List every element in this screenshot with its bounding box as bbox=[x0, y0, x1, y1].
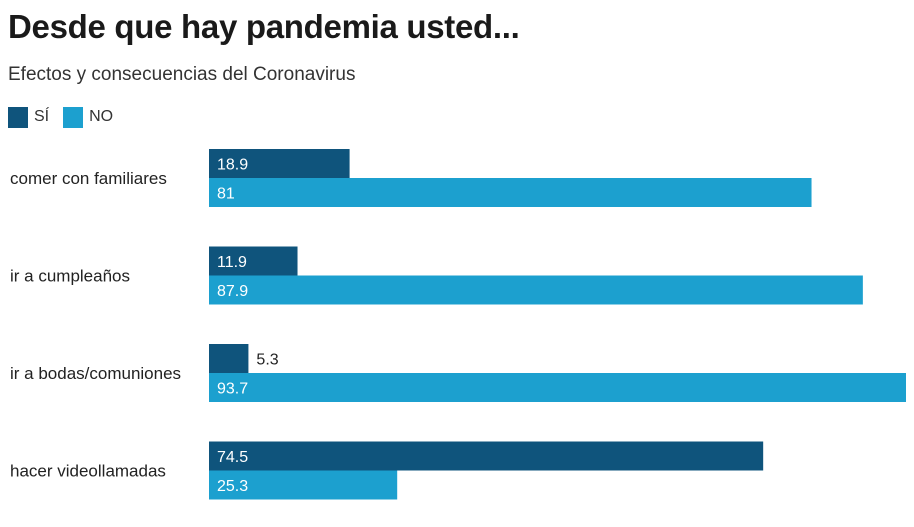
chart-subtitle: Efectos y consecuencias del Coronavirus bbox=[8, 64, 356, 85]
legend-item-si: SÍ bbox=[8, 106, 50, 128]
data-label-no: 93.7 bbox=[217, 381, 248, 398]
data-label-si: 5.3 bbox=[256, 352, 278, 369]
category-label: hacer videollamadas bbox=[10, 462, 166, 481]
data-label-no: 25.3 bbox=[217, 478, 248, 495]
bar-si bbox=[209, 246, 298, 276]
bar-si bbox=[209, 149, 350, 178]
bar-si bbox=[209, 441, 764, 471]
legend-swatch-si bbox=[8, 106, 28, 128]
data-label-si: 11.9 bbox=[217, 254, 247, 271]
category-label: ir a cumpleaños bbox=[10, 267, 130, 286]
data-label-si: 74.5 bbox=[217, 449, 248, 466]
bar-no bbox=[209, 275, 863, 305]
legend-label-si: SÍ bbox=[34, 108, 50, 125]
legend-swatch-no bbox=[63, 106, 84, 128]
legend-label-no: NO bbox=[89, 108, 114, 125]
chart-title: Desde que hay pandemia usted... bbox=[8, 8, 520, 45]
legend-item-no: NO bbox=[63, 106, 114, 128]
data-label-no: 81 bbox=[217, 186, 235, 203]
bar-no bbox=[209, 470, 398, 500]
bar-si bbox=[209, 344, 249, 373]
category-label: ir a bodas/comuniones bbox=[10, 364, 181, 383]
data-label-no: 87.9 bbox=[217, 283, 248, 300]
category-label: comer con familiares bbox=[10, 169, 167, 188]
legend: SÍ NO bbox=[8, 106, 127, 128]
data-label-si: 18.9 bbox=[217, 157, 248, 174]
bar-no bbox=[209, 178, 812, 207]
bar-no bbox=[209, 373, 906, 402]
